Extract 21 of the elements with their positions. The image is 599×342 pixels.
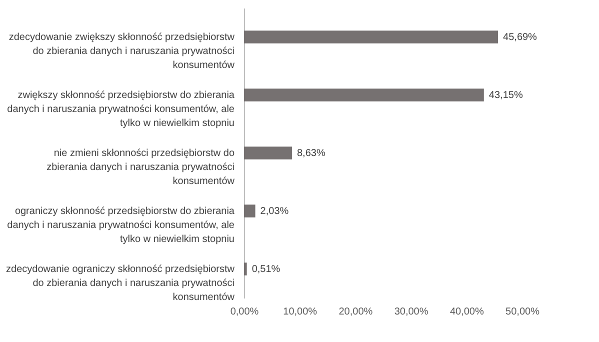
x-tick-label: 10,00% — [283, 306, 318, 318]
data-label: 45,69% — [503, 32, 538, 43]
y-tick-label: ograniczy skłonność przedsiębiorstw do zbierania danych i naruszania prywatności konsumentów, ale tylko w niewielkim stopniu — [7, 206, 235, 245]
x-tick-label: 0,00% — [230, 306, 259, 318]
bar — [244, 204, 256, 218]
data-label: 43,15% — [488, 90, 523, 101]
bar — [244, 88, 484, 102]
data-label: 8,63% — [296, 148, 326, 159]
bar — [244, 146, 292, 160]
x-tick-label: 30,00% — [394, 306, 428, 318]
bar — [244, 30, 498, 44]
bar — [244, 262, 247, 276]
y-tick-label: zdecydowanie ograniczy skłonność przedsiębiorstw do zbierania danych i naruszania prywatności konsumentów — [6, 264, 236, 303]
y-tick-label: zwiększy skłonność przedsiębiorstw do zbierania danych i naruszania prywatności konsumentów, ale tylko w niewielkim stopniu — [7, 90, 235, 129]
x-tick-label: 40,00% — [450, 306, 484, 318]
y-tick-label: zdecydowanie zwiększy skłonność przedsiębiorstw do zbierania danych i naruszania prywatności konsumentów — [8, 32, 236, 71]
y-tick-label: nie zmieni skłonności przedsiębiorstw do zbierania danych i naruszania prywatności konsumentów — [46, 148, 236, 187]
x-tick-label: 20,00% — [338, 306, 373, 318]
data-label: 2,03% — [260, 206, 289, 217]
data-label: 0,51% — [252, 264, 280, 275]
x-tick-label: 50,00% — [506, 306, 540, 318]
